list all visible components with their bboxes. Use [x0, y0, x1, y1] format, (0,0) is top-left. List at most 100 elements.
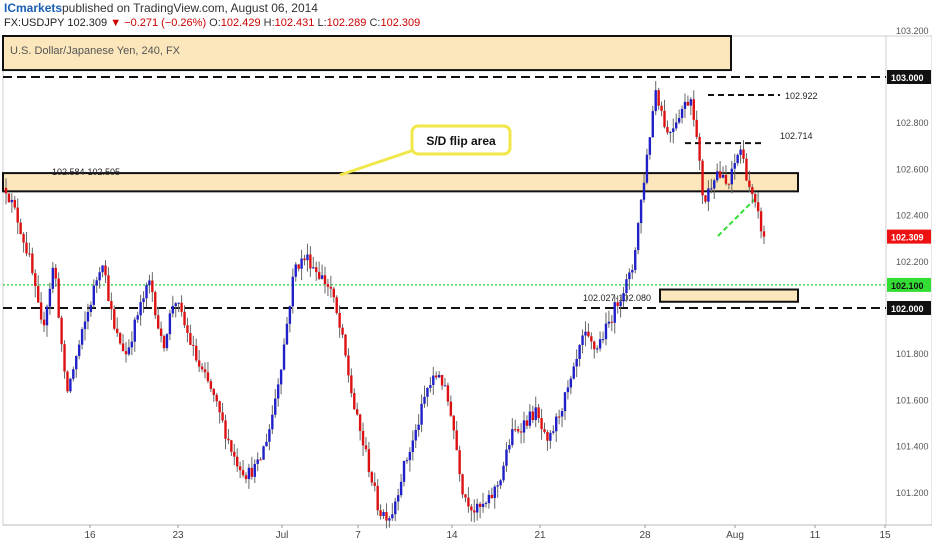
x-tick-label: Aug: [726, 530, 744, 541]
candle-body: [358, 414, 362, 431]
candle-body: [253, 463, 256, 477]
low-value: 102.289: [326, 17, 367, 29]
candle-body: [516, 429, 520, 432]
candle-body: [291, 276, 295, 307]
candle-body: [118, 333, 122, 344]
callout-pointer: [339, 146, 421, 177]
candle-body: [209, 381, 213, 389]
candle-body: [534, 407, 537, 421]
candle-body: [660, 105, 663, 111]
open-label: O:: [209, 17, 221, 29]
candle-body: [405, 460, 409, 462]
candle-body: [666, 126, 669, 133]
candle-body: [481, 503, 485, 507]
price-tag-label: 102.000: [891, 304, 924, 314]
candle-body: [432, 375, 435, 386]
price-tag-label: 102.309: [891, 233, 924, 243]
candle-body: [180, 302, 183, 312]
candle-body: [563, 392, 567, 412]
candle-body: [77, 344, 81, 357]
candle-body: [34, 273, 37, 287]
x-tick-label: 11: [810, 530, 821, 541]
candle-body: [657, 90, 660, 106]
candle-body: [127, 347, 131, 355]
candle-body: [692, 99, 695, 120]
brand-name[interactable]: ICmarkets: [4, 1, 63, 15]
candle-body: [7, 193, 11, 203]
candle-body: [80, 329, 84, 345]
candle-body: [230, 440, 233, 452]
candle-body: [373, 482, 376, 486]
close-label: C:: [369, 17, 381, 29]
candle-body: [262, 446, 265, 460]
candle-body: [578, 345, 581, 359]
candle-body: [200, 366, 204, 370]
candle-body: [683, 101, 687, 109]
candle-body: [689, 99, 693, 106]
candle-body: [320, 275, 324, 279]
chart-title: U.S. Dollar/Japanese Yen, 240, FX: [10, 45, 181, 57]
candle-body: [595, 348, 599, 350]
candle-body: [121, 343, 125, 352]
candle-body: [625, 279, 628, 293]
ohlc-legend: FX:USDJPY 102.309 ▼ −0.271 (−0.26%) O:10…: [4, 17, 420, 29]
candle-body: [159, 328, 163, 337]
candle-body: [250, 467, 254, 477]
candle-body: [549, 432, 552, 441]
candle-body: [60, 317, 63, 345]
trendline: [717, 195, 759, 237]
candle-body: [399, 481, 403, 496]
candle-body: [490, 494, 494, 499]
candle-body: [569, 378, 573, 388]
candle-body: [385, 512, 388, 521]
candle-body: [139, 302, 142, 316]
candle-body: [323, 275, 327, 285]
candle-body: [440, 375, 444, 386]
candle-body: [414, 429, 417, 441]
last-price: 102.309: [67, 17, 108, 29]
symbol-label[interactable]: FX:USDJPY: [4, 17, 65, 29]
candle-body: [382, 512, 385, 517]
candle-body: [238, 466, 242, 471]
candle-body: [31, 253, 34, 274]
candle-body: [478, 503, 482, 507]
candle-body: [45, 306, 49, 326]
candle-body: [748, 180, 751, 188]
candle-body: [613, 302, 616, 323]
candle-body: [733, 163, 736, 169]
candle-body: [388, 518, 391, 521]
candle-body: [107, 275, 110, 301]
y-tick-label: 101.600: [896, 395, 929, 405]
candle-body: [631, 269, 634, 273]
candle-body: [189, 332, 192, 345]
candle-body: [522, 420, 526, 433]
candle-body: [197, 360, 201, 367]
low-label: L:: [317, 17, 327, 29]
candle-body: [446, 385, 450, 402]
sd-zone: [659, 288, 799, 303]
candle-body: [525, 420, 529, 426]
candle-body: [227, 438, 230, 441]
candle-body: [174, 303, 177, 306]
y-tick-label: 102.600: [896, 164, 929, 174]
candle-body: [145, 285, 148, 299]
candle-body: [36, 286, 40, 303]
candle-body: [475, 503, 479, 513]
candle-body: [28, 253, 31, 255]
candle-body: [443, 385, 447, 387]
candle-body: [452, 415, 455, 431]
high-label: H:: [263, 17, 275, 29]
change-arrow-icon: ▼: [110, 17, 122, 29]
candle-body: [531, 411, 534, 421]
candle-body: [680, 108, 684, 118]
candle-body: [192, 344, 195, 346]
candle-body: [540, 418, 543, 430]
candle-body: [39, 302, 43, 320]
candle-body: [587, 331, 590, 337]
candle-body: [233, 451, 236, 457]
candle-body: [751, 187, 754, 195]
x-tick-label: 15: [879, 530, 891, 541]
candle-body: [727, 183, 731, 185]
y-tick-label: 101.400: [896, 442, 929, 452]
